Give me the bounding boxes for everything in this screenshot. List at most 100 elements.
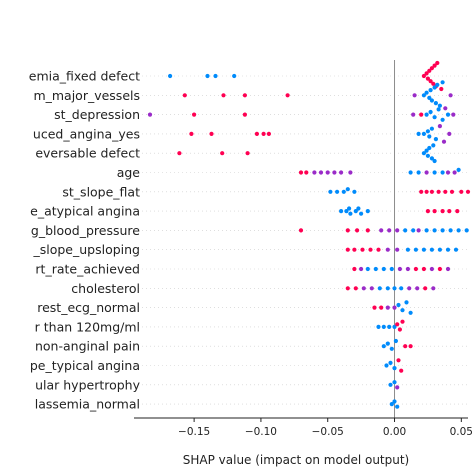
- shap-point: [437, 247, 442, 252]
- shap-point: [369, 286, 374, 291]
- shap-point: [416, 170, 421, 175]
- shap-point: [436, 189, 441, 194]
- shap-point: [405, 266, 410, 272]
- shap-point: [376, 324, 381, 329]
- shap-point: [379, 305, 384, 310]
- shap-point: [385, 286, 390, 291]
- shap-point: [345, 286, 350, 291]
- shap-point: [419, 112, 424, 117]
- shap-point: [445, 112, 451, 117]
- shap-point: [221, 93, 226, 98]
- shap-point: [432, 63, 437, 68]
- feature-label: g_blood_pressure: [31, 223, 140, 238]
- feature-label: emia_fixed defect: [29, 69, 140, 84]
- shap-point: [425, 153, 430, 158]
- shap-point: [432, 158, 437, 164]
- shap-point: [424, 112, 429, 117]
- shap-point: [384, 363, 389, 368]
- shap-point: [440, 209, 445, 214]
- x-tick-label: −0.05: [312, 426, 344, 438]
- feature-label: cholesterol: [71, 281, 140, 296]
- shap-point: [404, 300, 409, 305]
- shap-point: [335, 189, 340, 194]
- shap-point: [424, 71, 429, 76]
- shap-point: [372, 305, 377, 310]
- shap-point: [429, 98, 434, 103]
- shap-point: [443, 189, 448, 194]
- shap-point: [385, 341, 390, 346]
- shap-point: [432, 115, 437, 120]
- shap-point: [416, 228, 421, 233]
- shap-point: [355, 228, 360, 233]
- shap-point: [448, 228, 453, 233]
- shap-point: [443, 106, 448, 111]
- feature-label: non-anginal pain: [35, 339, 140, 354]
- shap-point: [429, 247, 434, 252]
- shap-point: [433, 101, 438, 106]
- shap-point: [428, 109, 433, 115]
- x-axis-label: SHAP value (impact on model output): [183, 453, 410, 467]
- x-tick-label: 0.00: [383, 426, 406, 438]
- shap-point: [453, 247, 459, 252]
- shap-point: [298, 170, 304, 175]
- shap-point: [245, 151, 250, 156]
- shap-point: [389, 346, 394, 351]
- shap-point: [432, 170, 437, 175]
- shap-point: [318, 170, 324, 175]
- shap-point: [395, 322, 400, 327]
- shap-point: [397, 266, 402, 272]
- shap-point: [440, 80, 445, 85]
- shap-point: [400, 319, 405, 324]
- shap-point: [395, 385, 400, 390]
- shap-point: [428, 79, 433, 84]
- shap-point: [395, 228, 400, 233]
- shap-point: [449, 189, 455, 194]
- shap-point: [352, 189, 357, 194]
- shap-point: [395, 404, 400, 409]
- shap-point: [429, 266, 434, 272]
- shap-point: [437, 124, 442, 129]
- shap-point: [147, 112, 153, 117]
- feature-label: rt_rate_achieved: [35, 262, 140, 277]
- x-tick-label: −0.15: [178, 426, 210, 438]
- shap-point: [312, 170, 317, 175]
- shap-point: [392, 399, 397, 404]
- shap-point: [220, 151, 225, 156]
- shap-point: [433, 137, 438, 142]
- shap-point: [344, 209, 349, 214]
- shap-point: [242, 93, 247, 98]
- shap-point: [192, 112, 197, 117]
- shap-point: [447, 209, 452, 214]
- shap-point: [448, 93, 453, 98]
- shap-point: [232, 73, 237, 79]
- shap-point: [339, 170, 344, 175]
- feature-rows: emia_fixed defect m_major_vessels st_depre…: [29, 69, 468, 412]
- shap-point: [435, 60, 440, 66]
- shap-point: [345, 247, 350, 252]
- shap-point: [339, 209, 344, 214]
- feature-label: r than 120mg/ml: [35, 319, 140, 334]
- shap-point: [456, 228, 461, 233]
- shap-point: [405, 247, 410, 252]
- shap-point: [455, 209, 460, 214]
- shap-point: [413, 247, 418, 252]
- shap-point: [177, 151, 182, 156]
- feature-label: uced_angina_yes: [33, 126, 140, 141]
- shap-point: [408, 310, 413, 315]
- shap-point: [440, 117, 445, 122]
- shap-point: [428, 88, 433, 93]
- shap-point: [397, 327, 402, 332]
- shap-point: [266, 131, 271, 136]
- shap-point: [353, 286, 358, 291]
- shap-point: [427, 145, 432, 151]
- shap-point: [389, 266, 394, 272]
- feature-label: e_atypical angina: [30, 204, 140, 219]
- feature-label: st_slope_flat: [62, 184, 140, 199]
- shap-point: [412, 93, 417, 98]
- shap-point: [205, 73, 210, 79]
- shap-point: [388, 360, 393, 365]
- shap-point: [385, 305, 390, 310]
- shap-point: [347, 206, 352, 211]
- shap-point: [360, 247, 365, 252]
- shap-point: [421, 131, 426, 136]
